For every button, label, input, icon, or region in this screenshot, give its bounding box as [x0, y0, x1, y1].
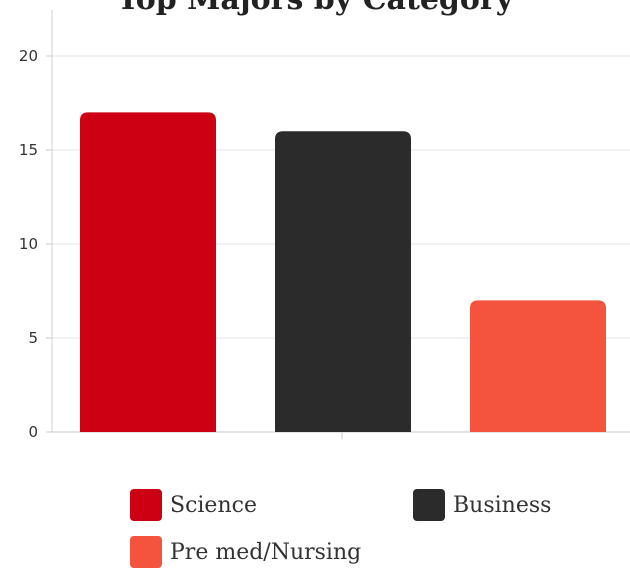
- y-tick-label: 15: [19, 141, 38, 159]
- legend-item-science[interactable]: Science: [130, 489, 257, 521]
- chart-title: Top Majors by Category: [0, 0, 630, 17]
- y-tick-label: 0: [28, 423, 38, 441]
- legend-label-science: Science: [170, 492, 257, 518]
- bar-science[interactable]: [80, 112, 216, 433]
- bars: [80, 112, 606, 433]
- legend-swatch-business: [413, 489, 445, 521]
- axes: [51, 10, 343, 439]
- legend-swatch-pre-med-nursing: [130, 536, 162, 568]
- y-tick-label: 20: [19, 47, 38, 65]
- y-tick-label: 5: [28, 329, 38, 347]
- bar-business[interactable]: [275, 131, 411, 432]
- bar-pre-med-nursing[interactable]: [470, 300, 606, 432]
- legend-item-business[interactable]: Business: [413, 489, 551, 521]
- legend-item-pre-med-nursing[interactable]: Pre med/Nursing: [130, 536, 361, 568]
- y-tick-label: 10: [19, 235, 38, 253]
- legend-label-business: Business: [453, 492, 552, 518]
- y-axis-ticks: 0 5 10 15 20: [19, 47, 52, 441]
- legend-swatch-science: [130, 489, 162, 521]
- legend-label-pre-med-nursing: Pre med/Nursing: [170, 539, 362, 565]
